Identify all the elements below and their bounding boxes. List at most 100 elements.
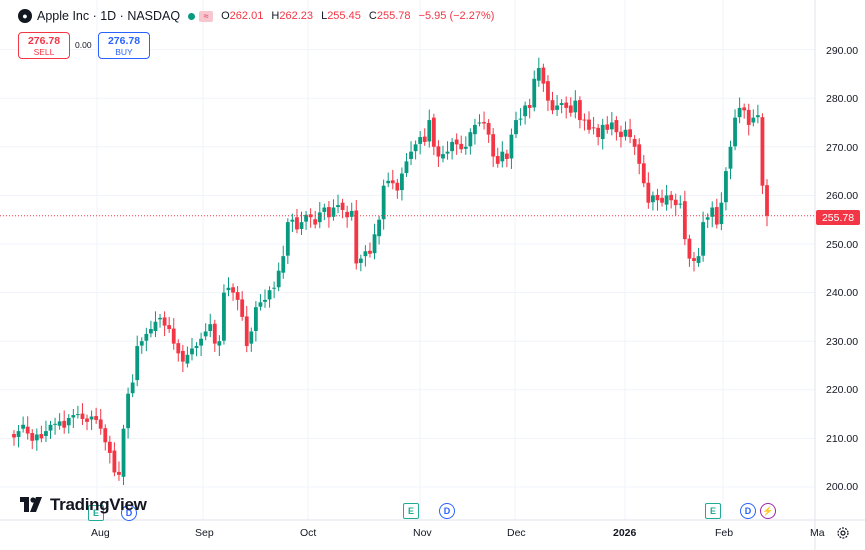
candle-body	[559, 103, 564, 106]
price-axis-label: 210.00	[826, 433, 859, 445]
candle-body	[276, 270, 281, 288]
candle-body	[30, 433, 35, 441]
candle-body	[500, 151, 505, 162]
candle-body	[532, 78, 537, 108]
candle-body	[760, 117, 765, 186]
dividend-event-icon[interactable]: D	[439, 503, 455, 519]
time-axis-label: Ma	[810, 527, 825, 539]
candle-body	[194, 346, 199, 349]
candle-body	[331, 207, 336, 217]
candle-body	[263, 299, 267, 302]
candle-body	[345, 211, 350, 218]
candle-body	[80, 413, 85, 419]
candle-body	[623, 129, 628, 137]
candle-body	[536, 68, 541, 81]
candle-body	[368, 250, 372, 254]
candle-body	[555, 105, 559, 110]
candle-body	[285, 222, 290, 256]
price-axis-label: 280.00	[826, 93, 859, 105]
candle-body	[413, 144, 418, 152]
candle-body	[737, 107, 742, 118]
candle-body	[185, 354, 190, 364]
candle-body	[504, 153, 509, 159]
candle-body	[495, 156, 500, 164]
candle-body	[75, 414, 80, 416]
candle-body	[473, 124, 477, 135]
candle-body	[724, 171, 728, 203]
sell-button[interactable]: 276.78 SELL	[18, 32, 70, 59]
dividend-event-icon[interactable]: D	[740, 503, 756, 519]
candle-body	[404, 161, 409, 174]
candle-body	[363, 251, 368, 257]
candle-body	[217, 341, 222, 346]
spread-value: 0.00	[75, 40, 92, 50]
candle-body	[12, 434, 16, 438]
candle-body	[16, 431, 21, 437]
chart-header: ● Apple Inc · 1D · NASDAQ ≈ O262.01 H262…	[18, 9, 494, 23]
logo-wordmark: TradingView	[50, 495, 147, 514]
candle-body	[491, 134, 496, 157]
candle-body	[660, 197, 664, 203]
candle-body	[21, 424, 26, 429]
candle-body	[445, 151, 450, 154]
candle-body	[244, 316, 249, 347]
candle-body	[340, 202, 345, 210]
earnings-event-icon[interactable]: E	[403, 503, 419, 519]
symbol-title[interactable]: Apple Inc · 1D · NASDAQ	[37, 9, 181, 23]
candle-body	[454, 139, 459, 145]
candle-body	[577, 100, 582, 121]
candle-body	[591, 127, 596, 129]
candle-body	[85, 418, 89, 422]
buy-button[interactable]: 276.78 BUY	[98, 32, 150, 59]
candle-body	[281, 256, 286, 273]
candle-body	[655, 194, 660, 201]
candle-body	[94, 416, 99, 420]
tradingview-logo[interactable]: TradingView	[20, 495, 147, 515]
tradingview-logo-icon	[20, 497, 42, 512]
candle-body	[701, 222, 706, 256]
candle-body	[180, 350, 185, 362]
candle-body	[135, 346, 140, 381]
time-axis-label: Aug	[91, 527, 110, 539]
candle-body	[377, 219, 381, 237]
candle-body	[48, 424, 53, 431]
candle-body	[687, 238, 692, 259]
candle-body	[651, 195, 655, 203]
candle-body	[486, 122, 491, 135]
candle-body	[609, 122, 614, 130]
candle-body	[696, 256, 701, 263]
candle-body	[98, 419, 103, 429]
candle-body	[117, 471, 121, 475]
candle-body	[546, 81, 550, 101]
candle-body	[705, 217, 710, 220]
candle-body	[390, 180, 395, 184]
candle-body	[719, 202, 724, 225]
candle-body	[304, 214, 308, 222]
candle-body	[468, 132, 473, 147]
candle-body	[203, 331, 208, 337]
candle-body	[349, 210, 354, 217]
candle-body	[523, 105, 528, 117]
candle-body	[308, 214, 313, 218]
candle-body	[441, 154, 445, 159]
market-status-icon	[188, 12, 196, 20]
candle-body	[755, 115, 760, 118]
candle-body	[692, 258, 696, 262]
time-axis-label: Feb	[715, 527, 734, 539]
candle-body	[354, 210, 359, 264]
candle-body	[646, 182, 651, 203]
earnings-event-icon[interactable]: E	[705, 503, 721, 519]
candle-body	[44, 431, 48, 436]
earnings-event-icon[interactable]: E	[88, 505, 104, 521]
candle-body	[153, 321, 158, 331]
candle-body	[162, 317, 167, 326]
approx-badge: ≈	[199, 10, 214, 22]
candle-body	[564, 102, 569, 108]
dividend-event-icon[interactable]: D	[121, 505, 137, 521]
gear-icon[interactable]	[836, 526, 850, 540]
split-event-icon[interactable]: ⚡	[760, 503, 776, 519]
time-axis-label: Dec	[507, 527, 526, 539]
time-axis-label: Nov	[413, 527, 432, 539]
candle-body	[765, 185, 769, 216]
